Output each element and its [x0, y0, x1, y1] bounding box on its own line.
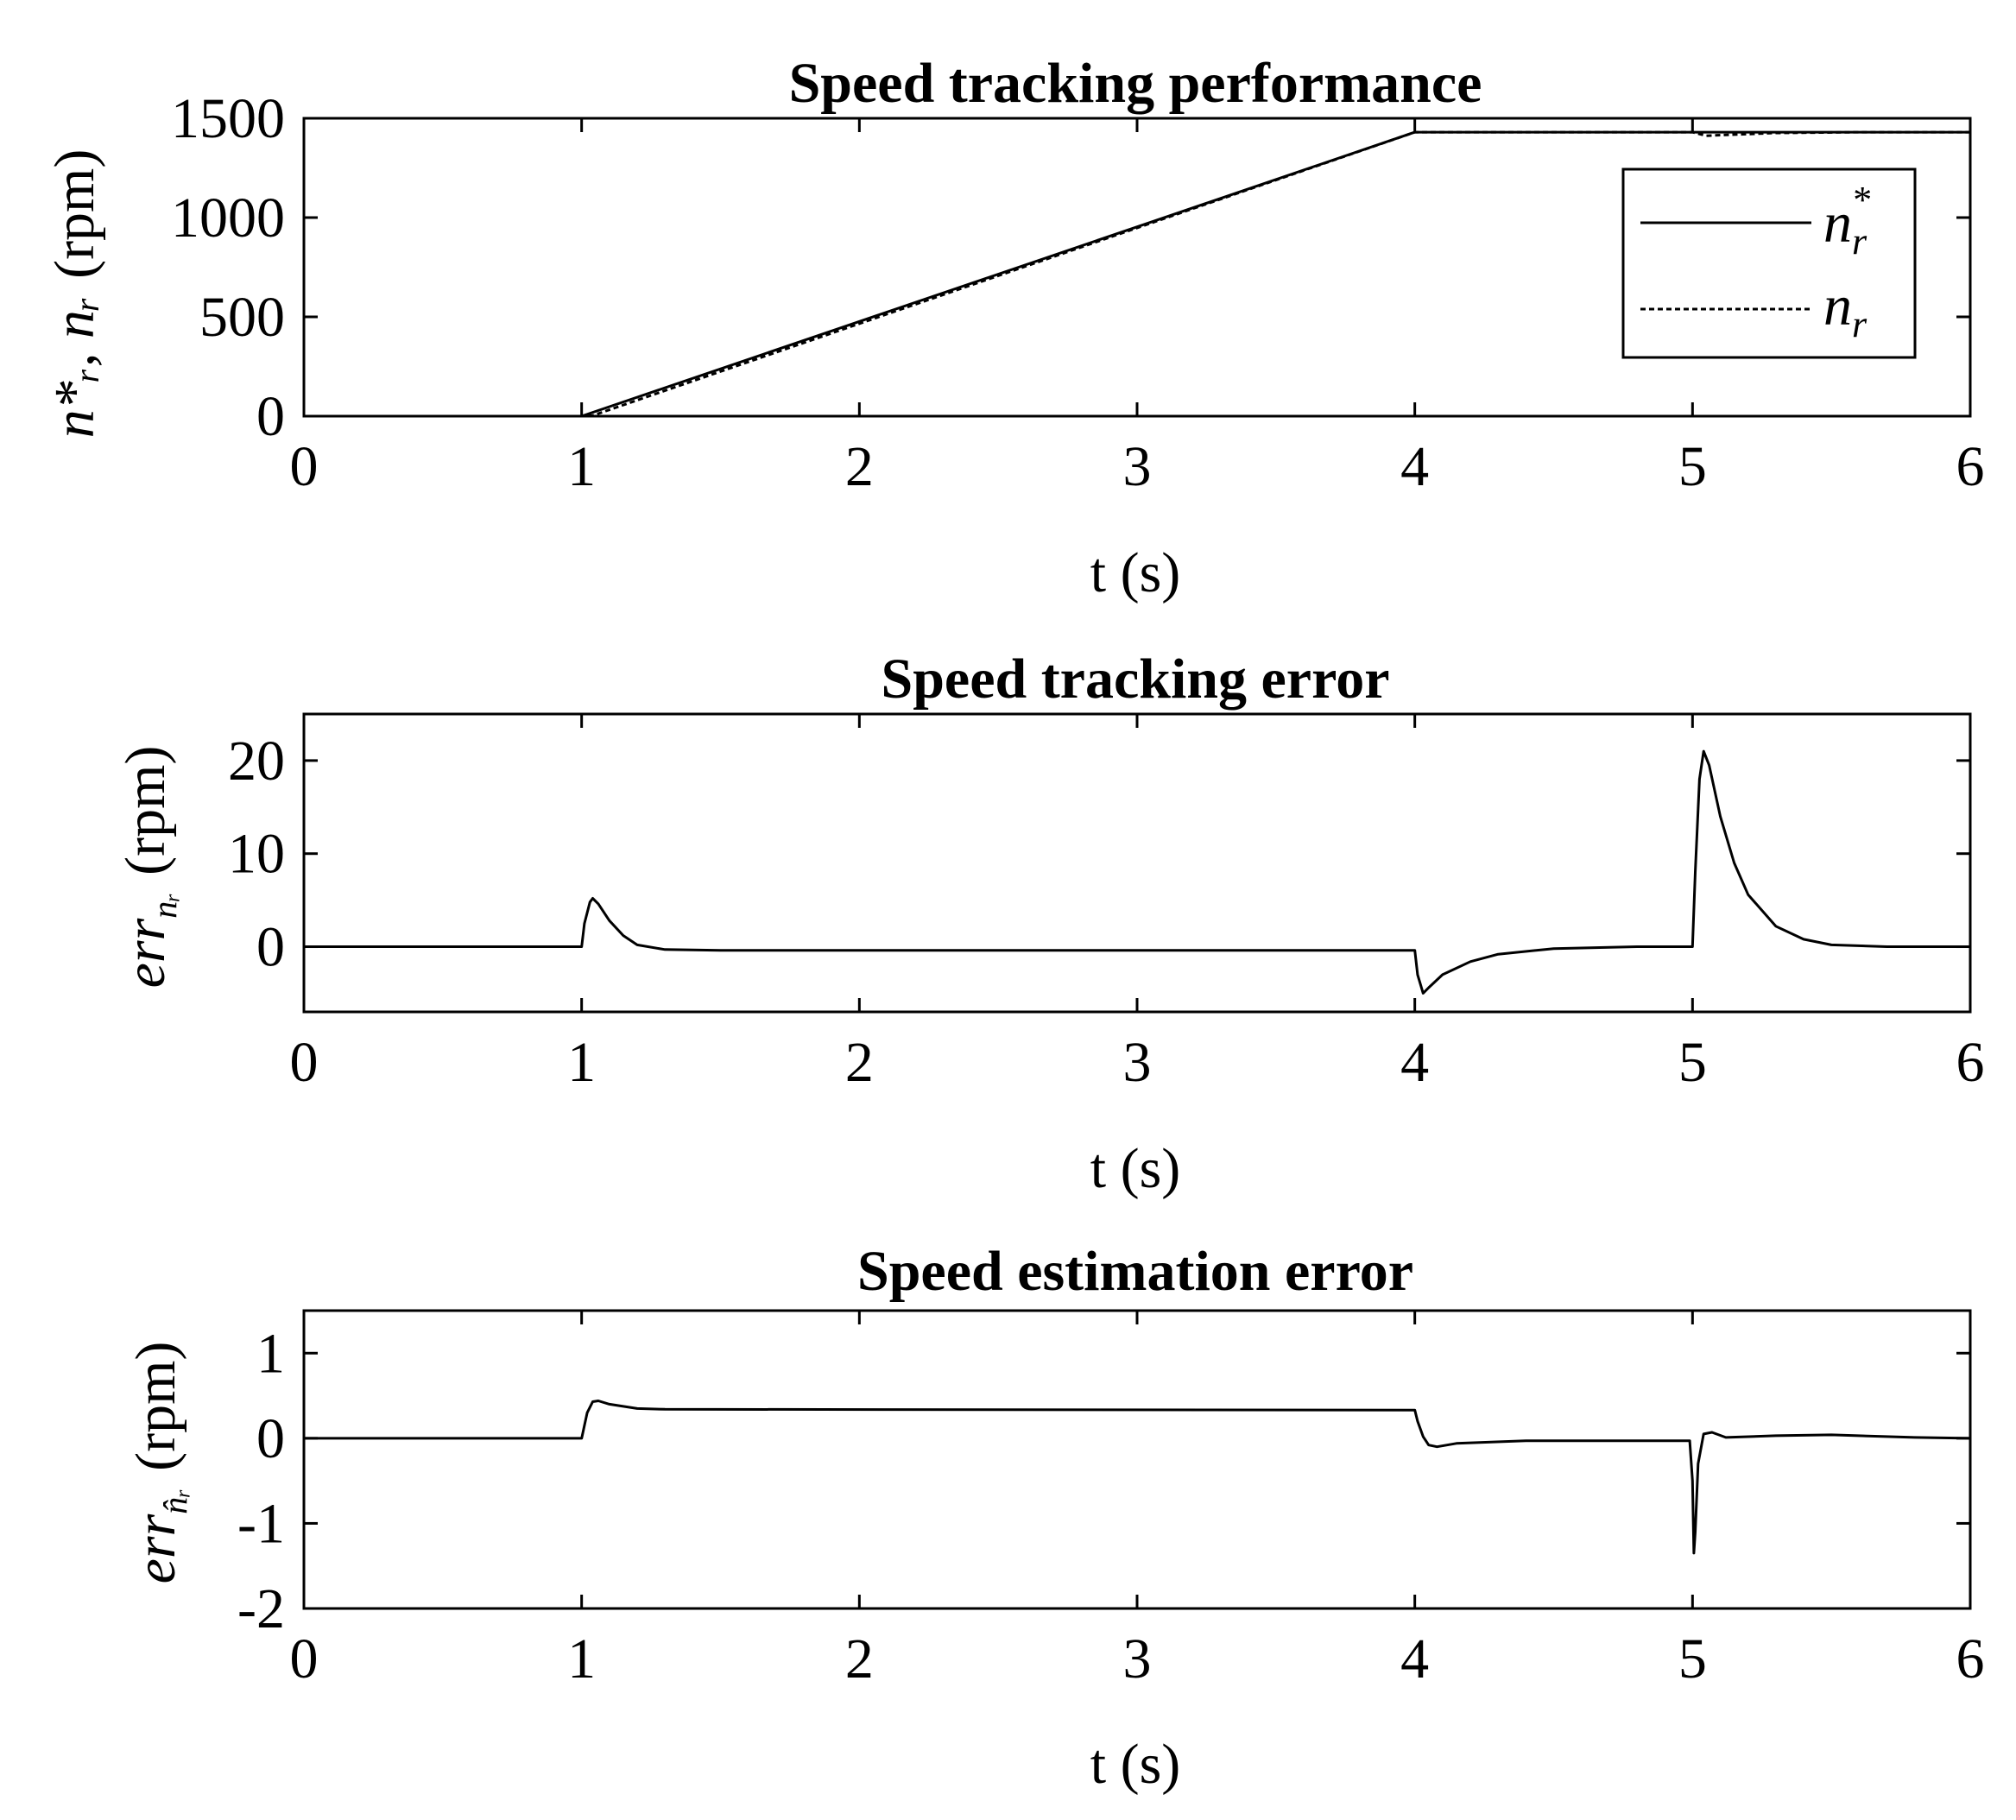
axes-frame [302, 1309, 1972, 1610]
y-axis-label: n*ᵣ, nᵣ (rpm) [43, 149, 106, 439]
y-tick-label: 500 [199, 286, 285, 349]
panel-title: Speed estimation error [857, 1240, 1413, 1303]
x-tick-label: 5 [1678, 435, 1707, 498]
x-tick-label: 0 [290, 1031, 319, 1094]
y-axis-label-math: n*ᵣ, nᵣ [43, 296, 106, 438]
y-axis-label-math: errnᵣ [114, 893, 184, 989]
x-tick-label: 2 [845, 1031, 874, 1094]
ticks: 0 1 2 3 4 5 6 0 10 20 [228, 714, 1985, 1094]
y-axis-label: errnᵣ (rpm) [114, 746, 184, 989]
ticks: 0 1 2 3 4 5 6 0 500 1000 1500 [171, 87, 1985, 498]
y-tick-label: -2 [237, 1577, 285, 1640]
x-axis-label: t (s) [1090, 1137, 1180, 1200]
x-axis-label: t (s) [1090, 541, 1180, 604]
x-tick-label: 3 [1123, 435, 1152, 498]
speed-tracking-performance-panel: Speed tracking performance 0 1 2 3 4 5 6 0 500 10… [43, 52, 1985, 604]
legend-label-nr: nr [1823, 275, 1867, 345]
y-tick-label: 0 [256, 1407, 285, 1470]
x-tick-label: 3 [1123, 1031, 1152, 1094]
y-axis-label-unit: (rpm) [43, 149, 106, 279]
x-tick-label: 5 [1678, 1627, 1707, 1690]
series-line-solid [304, 749, 1970, 995]
y-tick-label: -1 [237, 1492, 285, 1555]
x-tick-label: 4 [1400, 1031, 1429, 1094]
x-tick-label: 6 [1956, 1627, 1985, 1690]
y-axis-label-unit: (rpm) [124, 1342, 187, 1471]
x-tick-label: 2 [845, 435, 874, 498]
legend-label-nr-star: nr* [1823, 179, 1870, 262]
x-tick-label: 1 [567, 1627, 596, 1690]
panel-title: Speed tracking error [881, 648, 1389, 711]
x-axis-label: t (s) [1090, 1733, 1180, 1796]
y-tick-label: 20 [228, 730, 285, 793]
x-tick-label: 6 [1956, 1031, 1985, 1094]
y-axis-label-math: errn̂ᵣ [124, 1488, 194, 1584]
x-tick-label: 6 [1956, 435, 1985, 498]
series [304, 749, 1970, 995]
axes-frame [302, 712, 1972, 1014]
panel-title: Speed tracking performance [789, 52, 1482, 115]
svg-text:errn̂ᵣ(rpm): errn̂ᵣ (rpm) [124, 1342, 194, 1584]
legend: nr* nr [1621, 167, 1917, 359]
x-tick-label: 0 [290, 435, 319, 498]
series-line-dashed [304, 130, 1970, 418]
x-tick-label: 5 [1678, 1031, 1707, 1094]
axes-frame [302, 117, 1972, 418]
x-tick-label: 4 [1400, 1627, 1429, 1690]
x-tick-label: 0 [290, 1627, 319, 1690]
x-tick-label: 2 [845, 1627, 874, 1690]
x-tick-label: 4 [1400, 435, 1429, 498]
legend-box [1621, 167, 1917, 359]
y-tick-label: 1000 [171, 186, 285, 250]
svg-text:errnᵣ(rpm): errnᵣ (rpm) [114, 746, 184, 989]
y-tick-label: 0 [256, 916, 285, 979]
ticks: 0 1 2 3 4 5 6 -2 -1 0 1 [237, 1311, 1985, 1690]
speed-estimation-error-panel: Speed estimation error 0 1 2 3 4 5 6 -2 -1 0 1 t (… [124, 1240, 1985, 1796]
x-tick-label: 3 [1123, 1627, 1152, 1690]
series-line-solid [304, 1400, 1971, 1555]
y-tick-label: 0 [256, 385, 285, 448]
y-tick-label: 10 [228, 823, 285, 886]
y-tick-label: 1500 [171, 87, 285, 150]
y-axis-label-unit: (rpm) [114, 746, 177, 875]
x-tick-label: 1 [567, 435, 596, 498]
series [304, 1400, 1971, 1555]
y-axis-label: errn̂ᵣ (rpm) [124, 1342, 194, 1584]
svg-text:n*ᵣ, nᵣ(rpm): n*ᵣ, nᵣ (rpm) [43, 149, 106, 439]
x-tick-label: 1 [567, 1031, 596, 1094]
y-tick-label: 1 [256, 1322, 285, 1385]
